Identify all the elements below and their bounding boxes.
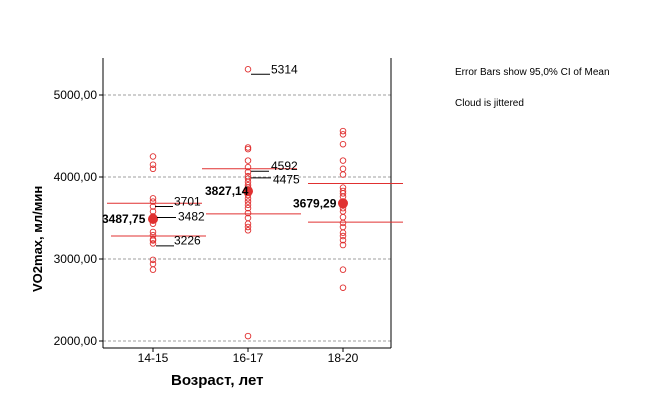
y-tick-label: 2000,00: [54, 334, 98, 348]
data-point: [149, 161, 157, 168]
data-point: [149, 198, 157, 205]
data-point: [149, 240, 157, 247]
mean-label: 3679,29: [293, 196, 337, 210]
data-point: [149, 153, 157, 160]
data-point: [244, 201, 252, 209]
data-point: [244, 209, 252, 217]
data-point: [339, 127, 347, 135]
x-tick-label: 16-17: [233, 351, 264, 365]
data-point: [339, 223, 347, 231]
data-point: [244, 204, 252, 212]
data-point: [149, 165, 157, 173]
point-label: 4592: [271, 159, 298, 173]
data-point: [339, 213, 347, 221]
data-point: [339, 190, 347, 197]
data-point: [339, 232, 347, 240]
data-point: [244, 223, 252, 231]
data-point: [339, 229, 347, 237]
mean-marker: [148, 214, 158, 225]
data-point: [339, 219, 347, 227]
error-bars-note: Error Bars show 95,0% CI of Mean: [455, 67, 610, 78]
data-point: [244, 198, 252, 205]
data-point: [339, 236, 347, 244]
data-point: [244, 145, 252, 153]
data-point: [149, 237, 157, 244]
x-tick-label: 18-20: [328, 351, 359, 365]
x-tick-label: 14-15: [138, 351, 169, 365]
data-point: [244, 163, 252, 171]
data-point: [339, 131, 347, 138]
point-label: 5314: [271, 62, 298, 76]
mean-marker: [338, 198, 348, 209]
y-tick-label: 5000,00: [54, 88, 98, 102]
point-label: 3701: [174, 195, 201, 209]
point-label: 3482: [178, 209, 205, 223]
data-point: [149, 228, 157, 236]
y-tick-label: 3000,00: [54, 252, 98, 266]
data-point: [339, 165, 347, 173]
x-axis-title: Возраст, лет: [171, 372, 264, 389]
data-point: [339, 266, 347, 273]
data-point: [339, 140, 347, 148]
data-point: [339, 284, 347, 291]
mean-label: 3487,75: [102, 212, 146, 226]
point-label: 4475: [273, 172, 300, 186]
data-point: [339, 171, 347, 178]
data-point: [339, 241, 347, 249]
mean-marker: [243, 186, 253, 197]
point-label: 3226: [174, 233, 201, 247]
data-point: [244, 175, 252, 182]
data-point: [244, 220, 252, 227]
data-point: [339, 208, 347, 215]
data-point: [149, 256, 157, 264]
data-point: [149, 260, 157, 268]
jitter-note: Cloud is jittered: [455, 98, 524, 109]
y-axis-title: VO2max, мл/мин: [30, 185, 45, 292]
data-point: [149, 266, 157, 273]
data-point: [339, 157, 347, 164]
mean-label: 3827,14: [205, 184, 249, 198]
data-point: [244, 332, 252, 340]
data-point: [244, 227, 252, 234]
data-point: [244, 66, 252, 73]
data-point: [149, 195, 157, 202]
data-point: [244, 157, 252, 164]
y-tick-label: 4000,00: [54, 170, 98, 184]
